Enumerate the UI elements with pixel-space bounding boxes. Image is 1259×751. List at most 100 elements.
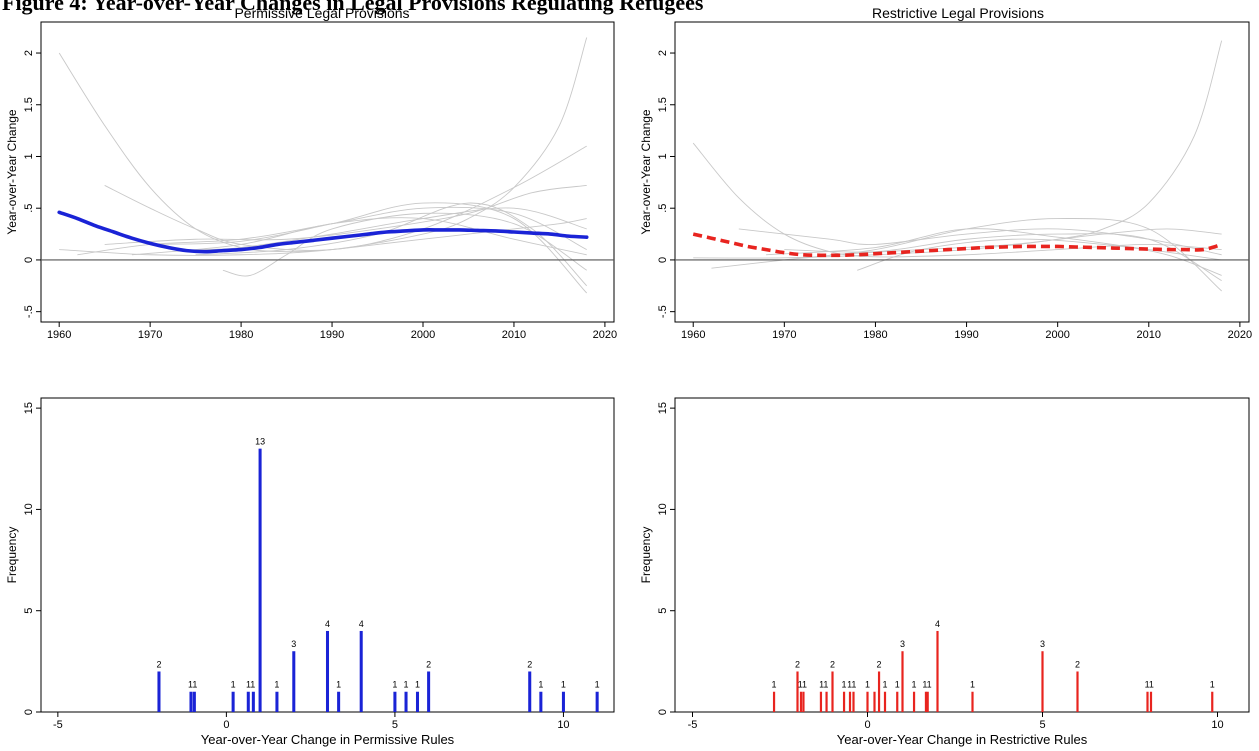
y-axis-title: Frequency <box>639 527 653 584</box>
bar-count-label: 1 <box>538 680 543 690</box>
frequency-bar <box>275 691 279 712</box>
frequency-bar <box>842 691 846 712</box>
y-tick-label: 2 <box>657 50 669 56</box>
x-tick-label: 1990 <box>954 329 978 341</box>
bar-count-label: 2 <box>795 659 800 669</box>
frequency-bar <box>1076 671 1079 712</box>
x-tick-label: 0 <box>223 719 229 731</box>
bar-count-label: 11 <box>819 680 828 690</box>
bar-count-label: 1 <box>561 680 566 690</box>
x-tick-label: 2020 <box>1228 329 1252 341</box>
frequency-bar <box>848 691 852 712</box>
y-tick-label: 1.5 <box>23 97 35 112</box>
country-trend-line <box>222 212 587 277</box>
bar-count-label: 11 <box>1145 680 1154 690</box>
bar-count-label: 11 <box>188 680 197 690</box>
frequency-bar <box>936 630 939 712</box>
frequency-bar <box>427 671 431 712</box>
frequency-bar <box>802 691 805 712</box>
bar-count-label: 4 <box>359 619 364 629</box>
frequency-bar <box>192 691 196 712</box>
frequency-bar <box>539 691 543 712</box>
frequency-bar <box>251 691 255 712</box>
bar-count-label: 11 <box>847 680 856 690</box>
x-tick-label: 5 <box>392 719 398 731</box>
y-tick-label: 5 <box>23 608 35 614</box>
country-trend-line <box>693 40 1223 259</box>
frequency-bar <box>896 691 899 712</box>
figure-title: Figure 4: Year-over-Year Changes in Lega… <box>2 0 704 15</box>
x-tick-label: 1970 <box>772 329 796 341</box>
panel-bottom-right: -5 0 5 10 0 5 10 15 Frequency Year-over-Year Chan… <box>639 397 1250 747</box>
frequency-bar <box>528 671 532 712</box>
frequency-bar <box>246 691 250 712</box>
country-trend-line <box>59 37 588 256</box>
frequency-bar <box>883 691 887 712</box>
y-tick-label: 10 <box>657 503 669 515</box>
frequency-bar <box>852 691 855 712</box>
x-tick-label: -5 <box>53 719 63 731</box>
x-tick-label: 2000 <box>1045 329 1069 341</box>
frequency-bar <box>1041 651 1044 712</box>
frequency-bar <box>1146 691 1149 712</box>
bar-count-label: 2 <box>527 659 532 669</box>
frequency-bar <box>924 691 928 712</box>
frequency-bar <box>819 691 823 712</box>
x-tick-label: 10 <box>557 719 569 731</box>
average-trend-line <box>692 232 1223 258</box>
bar-count-label: 2 <box>1075 659 1080 669</box>
frequency-bar <box>393 691 397 712</box>
bar-count-label: 1 <box>842 680 847 690</box>
frequency-bar <box>796 671 799 712</box>
y-tick-label: .5 <box>657 204 669 213</box>
country-trend-line <box>784 233 1222 282</box>
frequency-bar <box>877 671 881 712</box>
y-axis-title: Year-over-Year Change <box>639 109 653 235</box>
y-tick-label: 1 <box>657 153 669 159</box>
bar-count-label: 11 <box>922 680 931 690</box>
x-tick-label: 1960 <box>681 329 705 341</box>
x-tick-label: 2020 <box>593 329 617 341</box>
bar-count-label: 2 <box>877 659 882 669</box>
bar-count-label: 1 <box>595 680 600 690</box>
y-axis-title: Frequency <box>5 527 19 584</box>
average-trend-line <box>57 210 589 254</box>
panel-top-right: 1960 1970 1980 1990 2000 2010 2020 -.5 0 .5 1 1.5 2 Y… <box>639 21 1252 341</box>
frequency-bar <box>971 691 974 712</box>
bar-count-label: 1 <box>1210 680 1215 690</box>
bar-count-label: 13 <box>255 437 265 447</box>
bar-count-label: 2 <box>426 659 431 669</box>
x-tick-label: 2010 <box>1137 329 1161 341</box>
frequency-bar <box>866 691 869 712</box>
bar-count-label: 2 <box>156 659 161 669</box>
country-trend-line <box>195 207 587 251</box>
country-trend-line <box>692 142 1222 258</box>
x-tick-label: 0 <box>864 719 870 731</box>
frequency-bar <box>415 691 420 712</box>
bar-count-label: 1 <box>392 680 397 690</box>
y-tick-label: 0 <box>657 257 669 263</box>
frequency-bar <box>404 691 408 712</box>
frequency-bar <box>799 691 803 712</box>
bar-count-label: 1 <box>404 680 409 690</box>
y-axis-title: Year-over-Year Change <box>5 109 19 235</box>
bar-count-label: 1 <box>865 680 870 690</box>
bar-count-label: 1 <box>882 680 887 690</box>
y-tick-label: 1.5 <box>657 97 669 112</box>
x-tick-label: 1970 <box>138 329 162 341</box>
bar-count-label: 3 <box>291 639 296 649</box>
bar-count-label: 2 <box>830 659 835 669</box>
frequency-bar <box>189 691 193 712</box>
y-tick-label: 15 <box>23 402 35 414</box>
panel-title-permissive: Permissive Legal Provisions <box>234 5 410 21</box>
y-tick-label: .5 <box>23 204 35 213</box>
panel-top-left: 1960 1970 1980 1990 2000 2010 2020 -.5 0 .5 1 1.5 2 Y… <box>5 21 617 341</box>
x-tick-label: 1960 <box>47 329 71 341</box>
x-axis-title: Year-over-Year Change in Permissive Rule… <box>201 732 455 747</box>
bar-count-label: 4 <box>935 619 940 629</box>
frequency-bar <box>825 691 828 712</box>
y-tick-label: -.5 <box>657 305 669 318</box>
country-trend-line <box>766 228 1222 261</box>
bar-count-label: 1 <box>415 680 420 690</box>
